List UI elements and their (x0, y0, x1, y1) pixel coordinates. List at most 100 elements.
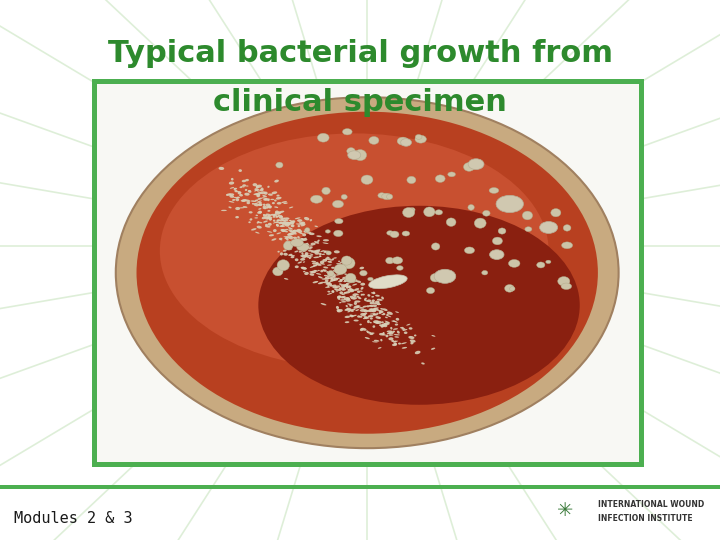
Ellipse shape (333, 230, 343, 237)
Ellipse shape (414, 334, 416, 336)
Ellipse shape (297, 239, 302, 240)
Ellipse shape (372, 313, 377, 315)
Ellipse shape (296, 224, 302, 225)
Ellipse shape (331, 273, 336, 276)
Ellipse shape (330, 278, 333, 280)
Ellipse shape (262, 195, 267, 198)
Ellipse shape (274, 206, 276, 208)
Ellipse shape (258, 208, 261, 210)
Ellipse shape (356, 280, 361, 283)
Text: INTERNATIONAL WOUND: INTERNATIONAL WOUND (598, 501, 704, 509)
Ellipse shape (289, 233, 292, 234)
Ellipse shape (370, 309, 376, 311)
Ellipse shape (346, 308, 352, 310)
Ellipse shape (464, 247, 474, 254)
Ellipse shape (317, 240, 320, 242)
Ellipse shape (319, 253, 322, 255)
Ellipse shape (308, 245, 313, 247)
Ellipse shape (116, 97, 618, 448)
Ellipse shape (339, 287, 341, 289)
Ellipse shape (257, 221, 259, 224)
Ellipse shape (269, 218, 271, 220)
Ellipse shape (325, 258, 328, 260)
Ellipse shape (236, 191, 241, 193)
Ellipse shape (282, 229, 285, 232)
Ellipse shape (387, 194, 392, 199)
Ellipse shape (375, 316, 380, 319)
Ellipse shape (359, 323, 362, 326)
Ellipse shape (258, 222, 262, 224)
Ellipse shape (334, 288, 336, 290)
Ellipse shape (244, 193, 250, 195)
Ellipse shape (264, 198, 267, 200)
Ellipse shape (536, 262, 545, 268)
Ellipse shape (263, 214, 267, 217)
Ellipse shape (297, 219, 302, 222)
Ellipse shape (397, 266, 403, 270)
Ellipse shape (341, 293, 346, 295)
Ellipse shape (360, 328, 364, 331)
Ellipse shape (431, 348, 435, 350)
Ellipse shape (468, 205, 474, 210)
Ellipse shape (347, 310, 351, 312)
Ellipse shape (407, 176, 416, 184)
Ellipse shape (372, 341, 378, 342)
Ellipse shape (283, 230, 286, 232)
Ellipse shape (350, 288, 354, 292)
Ellipse shape (261, 217, 266, 219)
Ellipse shape (355, 279, 358, 282)
Ellipse shape (338, 269, 341, 272)
Ellipse shape (352, 293, 357, 296)
Ellipse shape (386, 258, 394, 264)
Ellipse shape (395, 312, 399, 313)
Ellipse shape (310, 219, 312, 221)
Ellipse shape (298, 239, 301, 240)
Ellipse shape (297, 244, 309, 251)
Ellipse shape (238, 192, 241, 194)
Ellipse shape (404, 332, 408, 334)
Ellipse shape (269, 218, 272, 220)
Ellipse shape (369, 305, 372, 306)
Ellipse shape (341, 194, 347, 199)
Ellipse shape (317, 264, 320, 265)
Ellipse shape (323, 239, 329, 241)
Ellipse shape (327, 275, 330, 278)
Ellipse shape (267, 198, 270, 201)
Ellipse shape (354, 320, 359, 321)
Ellipse shape (347, 147, 355, 154)
Ellipse shape (382, 321, 384, 323)
Ellipse shape (285, 241, 292, 244)
Ellipse shape (390, 327, 392, 329)
Ellipse shape (310, 266, 315, 268)
Ellipse shape (366, 305, 370, 307)
Ellipse shape (297, 225, 300, 227)
Ellipse shape (310, 273, 314, 276)
Ellipse shape (310, 242, 315, 245)
Ellipse shape (372, 296, 374, 298)
Ellipse shape (291, 239, 303, 247)
Ellipse shape (332, 275, 335, 277)
Ellipse shape (368, 278, 373, 281)
Ellipse shape (256, 185, 262, 188)
Ellipse shape (266, 204, 271, 206)
Ellipse shape (362, 294, 365, 295)
Text: Modules 2 & 3: Modules 2 & 3 (14, 511, 133, 526)
Ellipse shape (392, 321, 396, 322)
Ellipse shape (364, 316, 368, 319)
Ellipse shape (278, 215, 280, 217)
Ellipse shape (274, 199, 276, 201)
Ellipse shape (343, 284, 348, 287)
Ellipse shape (299, 232, 303, 234)
Ellipse shape (372, 305, 377, 307)
Ellipse shape (276, 222, 280, 223)
Ellipse shape (394, 334, 400, 335)
Ellipse shape (408, 336, 415, 339)
Ellipse shape (343, 285, 348, 287)
Ellipse shape (363, 306, 366, 308)
Ellipse shape (375, 285, 380, 288)
Ellipse shape (300, 238, 305, 241)
Ellipse shape (304, 231, 307, 233)
Ellipse shape (314, 270, 318, 272)
Ellipse shape (246, 185, 248, 187)
Ellipse shape (302, 249, 306, 252)
